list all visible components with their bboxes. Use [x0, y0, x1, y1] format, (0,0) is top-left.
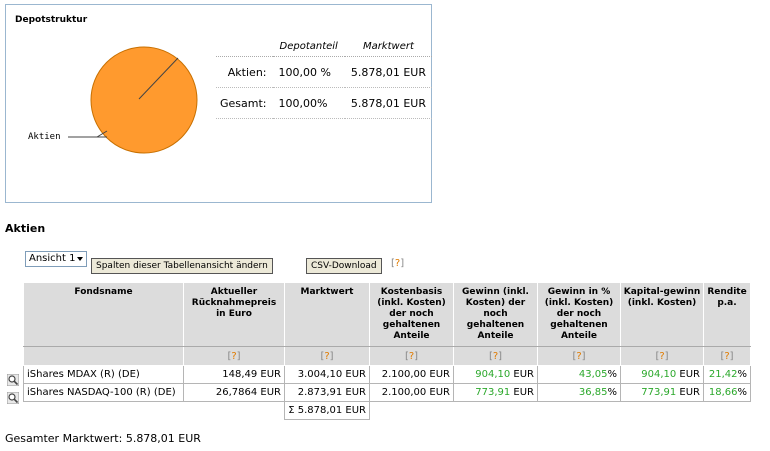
magnifier-icon[interactable]	[7, 392, 19, 404]
change-columns-button[interactable]: Spalten dieser Tabellenansicht ändern	[91, 258, 273, 274]
chevron-down-icon	[77, 257, 83, 261]
table-row: iShares NASDAQ-100 (R) (DE) 26,7864 EUR …	[23, 383, 751, 402]
csv-download-button[interactable]: CSV-Download	[306, 258, 382, 274]
table-row: iShares MDAX (R) (DE) 148,49 EUR 3.004,1…	[23, 365, 751, 384]
help-link[interactable]: [?]	[183, 346, 285, 366]
col-gewinn[interactable]: Gewinn (inkl. Kosten) der noch gehaltene…	[453, 282, 538, 347]
col-kostenbasis[interactable]: Kostenbasis (inkl. Kosten) der noch geha…	[369, 282, 454, 347]
pie-label-aktien: Aktien	[28, 132, 61, 142]
panel-title: Depotstruktur	[15, 15, 88, 25]
help-link[interactable]: [?]	[369, 346, 454, 366]
magnifier-icon[interactable]	[7, 374, 19, 386]
view-select[interactable]: Ansicht 1	[25, 251, 87, 267]
fund-name[interactable]: iShares NASDAQ-100 (R) (DE)	[23, 383, 184, 402]
total-market-value: Gesamter Marktwert: 5.878,01 EUR	[5, 432, 201, 445]
pie-slice-aktien	[90, 46, 198, 154]
pie-chart: Aktien	[28, 46, 198, 154]
col-ruecknahmepreis[interactable]: Aktueller Rücknahmepreis in Euro	[183, 282, 285, 347]
col-fondsname[interactable]: Fondsname	[23, 282, 184, 347]
header-row: Fondsname Aktueller Rücknahmepreis in Eu…	[23, 282, 751, 347]
col-kapitalgewinn[interactable]: Kapital-gewinn (inkl. Kosten)	[620, 282, 704, 347]
section-title: Aktien	[5, 222, 46, 235]
summary-row: Aktien: 100,00 % 5.878,01 EUR	[216, 56, 432, 88]
col-gewinn-prozent[interactable]: Gewinn in % (inkl. Kosten) der noch geha…	[537, 282, 621, 347]
holdings-table: Fondsname Aktueller Rücknahmepreis in Eu…	[23, 282, 751, 420]
help-link[interactable]: [?]	[537, 346, 621, 366]
col-rendite[interactable]: Rendite p.a.	[703, 282, 751, 347]
col-depotanteil: Depotanteil	[272, 38, 345, 57]
help-link[interactable]: [?]	[703, 346, 751, 366]
help-link[interactable]: [?]	[284, 346, 370, 366]
depot-summary-table: Depotanteil Marktwert Aktien: 100,00 % 5…	[216, 38, 432, 119]
market-sum: Σ 5.878,01 EUR	[284, 401, 370, 420]
depotstruktur-panel: Depotstruktur Aktien Depotanteil Marktwe…	[5, 4, 432, 203]
fund-name[interactable]: iShares MDAX (R) (DE)	[23, 365, 184, 384]
col-marktwert: Marktwert	[344, 38, 432, 57]
help-link[interactable]: [?]	[391, 258, 405, 269]
help-link[interactable]: [?]	[453, 346, 538, 366]
help-link[interactable]: [?]	[620, 346, 704, 366]
sum-row: Σ 5.878,01 EUR	[24, 401, 751, 420]
summary-row: Gesamt: 100,00% 5.878,01 EUR	[216, 87, 432, 119]
help-row: [?] [?] [?] [?] [?] [?] [?]	[23, 346, 751, 366]
col-marktwert[interactable]: Marktwert	[284, 282, 370, 347]
